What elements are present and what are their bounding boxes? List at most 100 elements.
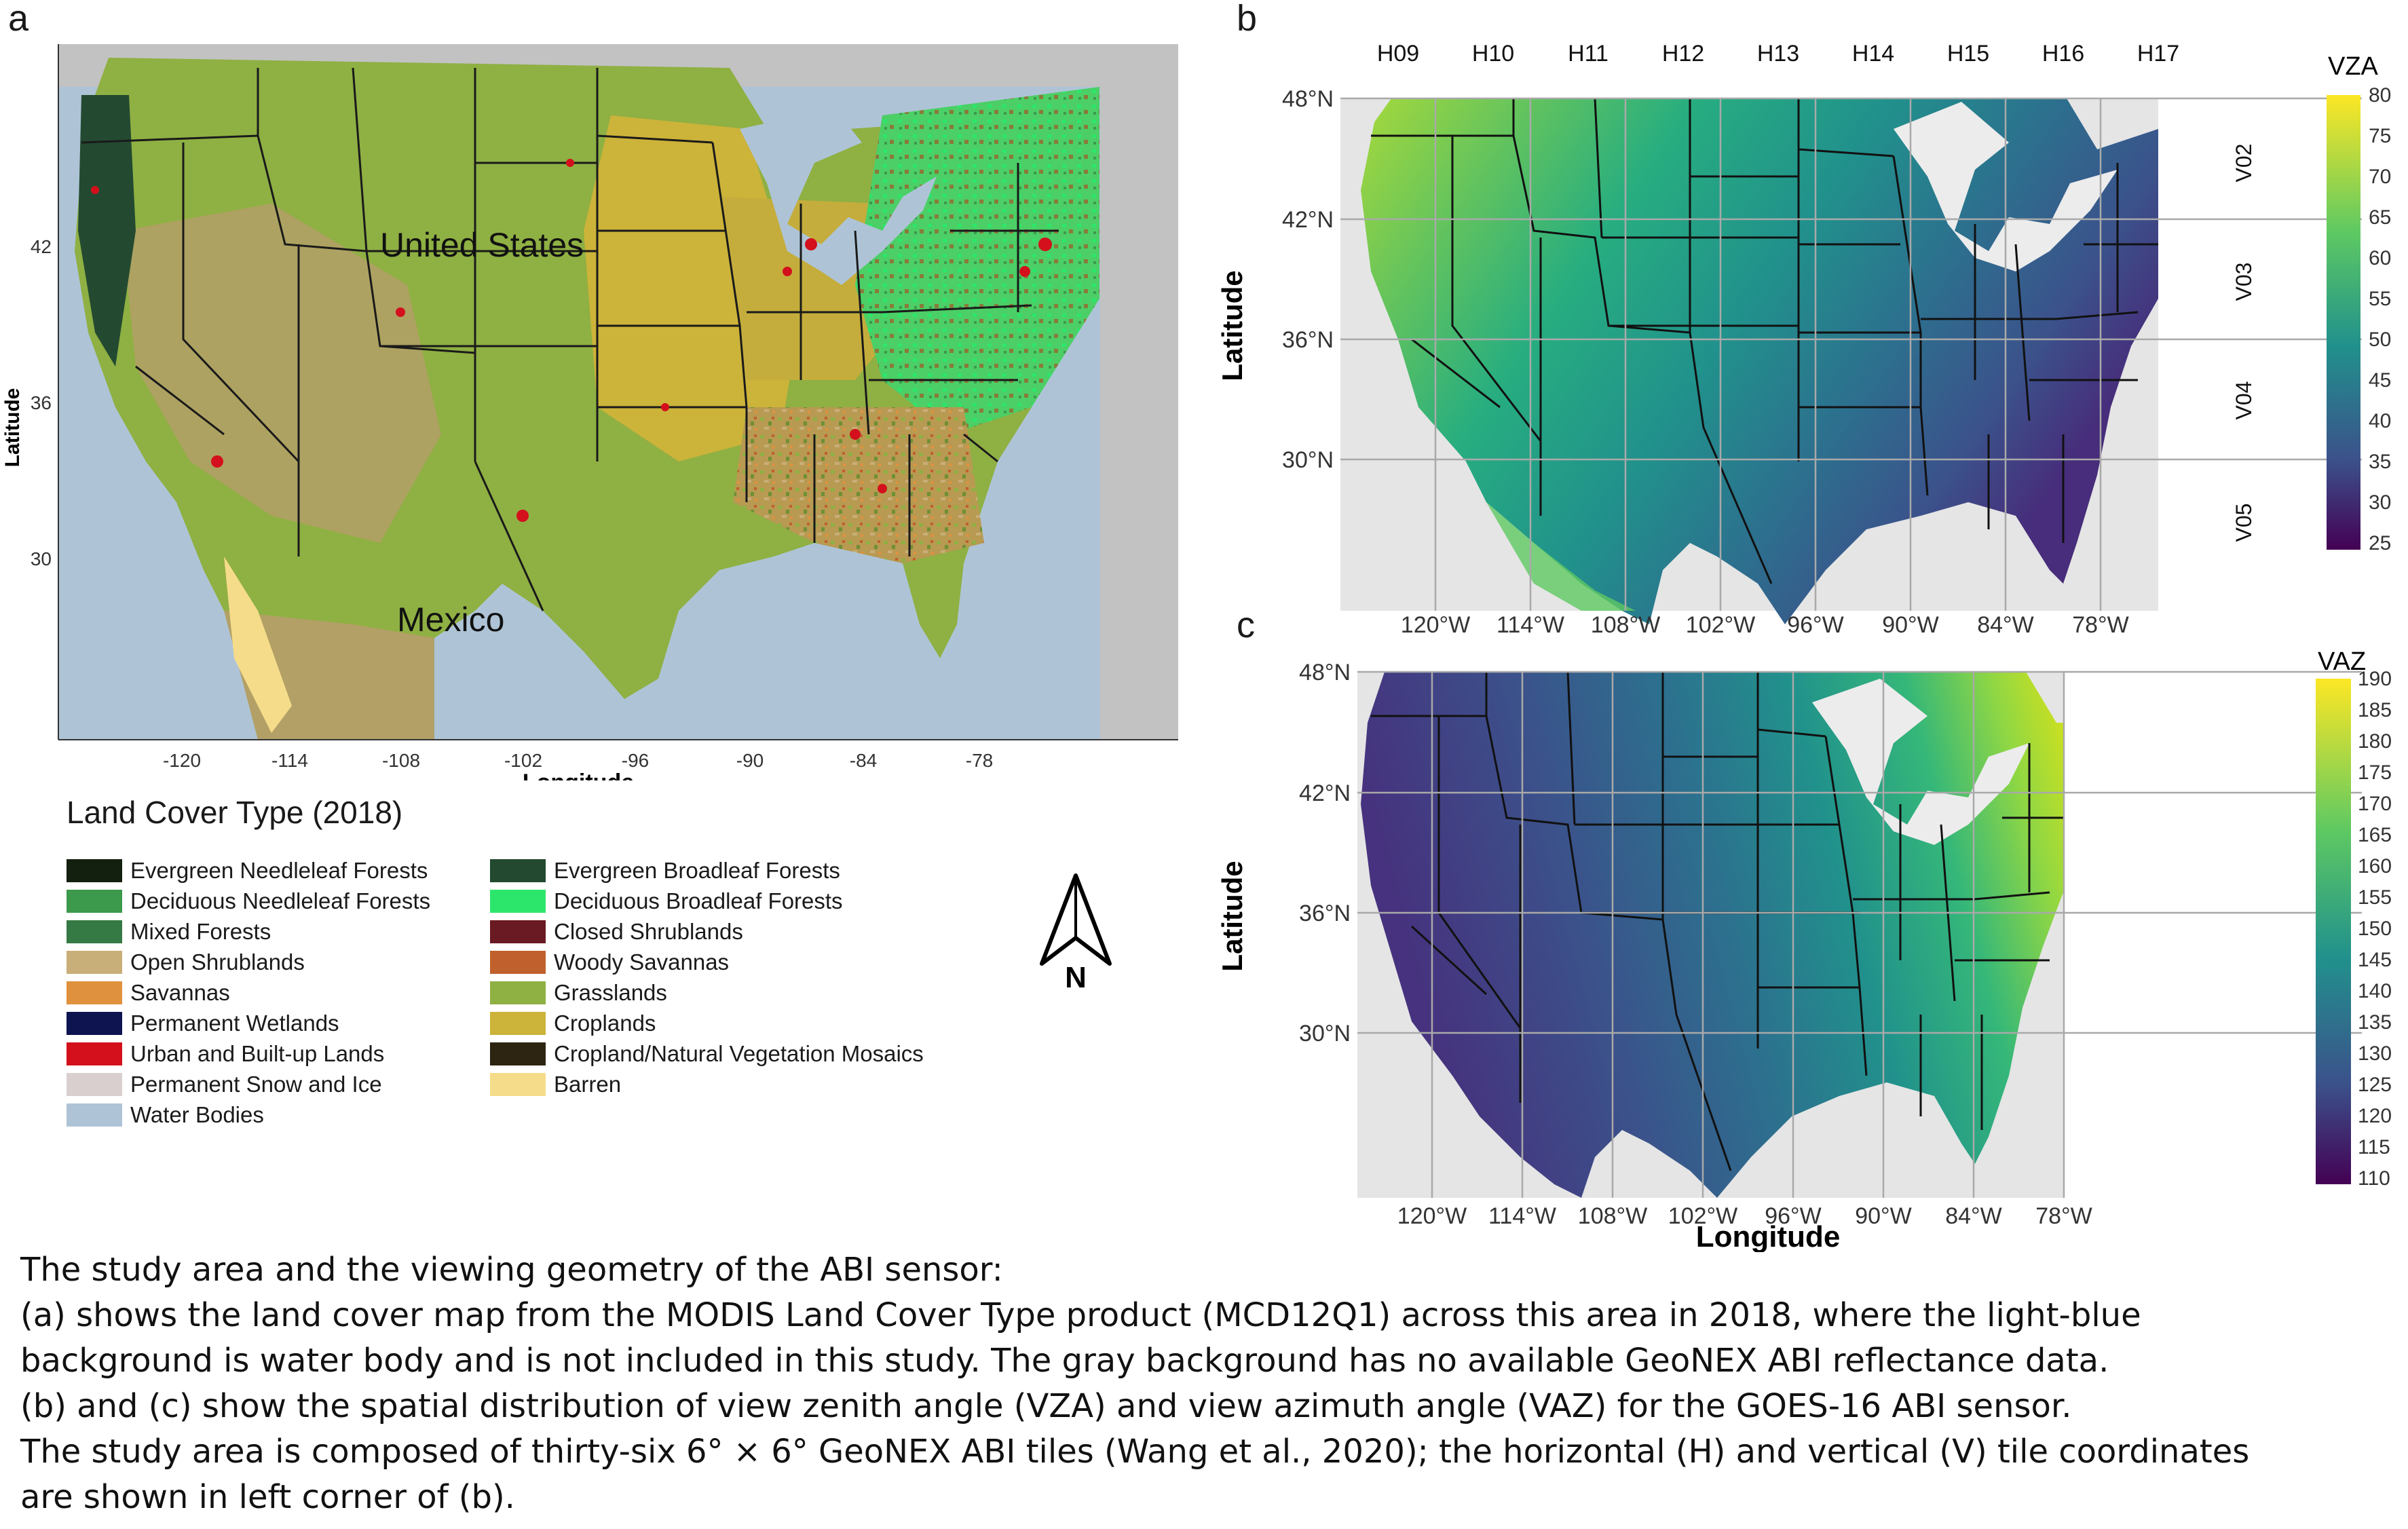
lat-tick: 42°N: [1299, 780, 1351, 806]
legend-swatch: [67, 981, 122, 1004]
legend-label: Evergreen Broadleaf Forests: [554, 858, 840, 883]
lat-tick: 48°N: [1299, 660, 1351, 685]
caption-line: The study area is composed of thirty-six…: [20, 1433, 2250, 1471]
h-tile: H09: [1377, 41, 1419, 67]
lon-tick: 96°W: [1787, 612, 1844, 638]
cb-tick: 70: [2369, 166, 2391, 188]
land-cover-map: United States Mexico 42 36 30 -120 -114 …: [1, 44, 1178, 780]
legend-item: Savannas: [67, 979, 230, 1007]
lat-tick: 36°N: [1282, 327, 1334, 353]
colorbar-vaz: [2316, 679, 2351, 1184]
legend-item: Urban and Built-up Lands: [67, 1040, 384, 1068]
legend-item: Mixed Forests: [67, 918, 271, 946]
cb-tick: 60: [2369, 247, 2391, 269]
cb-tick: 35: [2369, 451, 2391, 473]
lon-tick: 84°W: [1977, 612, 2034, 638]
lon-tick: -78: [966, 750, 993, 771]
legend-label: Closed Shrublands: [554, 919, 743, 944]
lat-tick: 36: [31, 392, 52, 413]
lon-tick: 102°W: [1668, 1203, 1737, 1229]
vza-conus-surface: [1361, 98, 2158, 624]
cb-tick: 120: [2358, 1105, 2392, 1127]
legend-swatch: [67, 1073, 122, 1096]
cb-tick: 175: [2358, 761, 2392, 784]
colorbar-title-vza: VZA: [2328, 52, 2379, 81]
colorbar-vza-ticks: 80 75 70 65 60 55 50 45 40 35 30 25: [2369, 84, 2391, 554]
cb-tick: 115: [2358, 1136, 2390, 1158]
legend-label: Cropland/Natural Vegetation Mosaics: [554, 1041, 924, 1066]
legend-label: Woody Savannas: [554, 949, 730, 975]
urban-spots: [91, 159, 1052, 522]
legend-item: Evergreen Needleleaf Forests: [67, 856, 428, 885]
lon-tick: -114: [271, 750, 308, 771]
h-tile: H14: [1852, 41, 1894, 67]
lon-tick: 96°W: [1765, 1203, 1822, 1229]
lat-ticks-a: 42 36 30: [31, 236, 52, 569]
h-tile: H10: [1472, 41, 1514, 67]
cb-tick: 180: [2358, 730, 2392, 753]
xlabel-c: Longitude: [1696, 1220, 1841, 1252]
h-tile: H16: [2042, 41, 2084, 67]
v-tile: V02: [2232, 144, 2256, 183]
lon-tick: -102: [504, 750, 542, 771]
legend-label: Savannas: [130, 980, 230, 1005]
cb-tick: 40: [2369, 410, 2391, 432]
legend-label: Evergreen Needleleaf Forests: [130, 858, 428, 883]
figure-caption: The study area and the viewing geometry …: [20, 1247, 2396, 1520]
west-shrublands: [122, 204, 441, 543]
lon-tick: 78°W: [2035, 1203, 2092, 1229]
legend-item: Grasslands: [490, 979, 667, 1007]
legend-swatch: [490, 1073, 546, 1096]
caption-line: (b) and (c) show the spatial distributio…: [20, 1387, 2072, 1425]
cb-tick: 30: [2369, 491, 2391, 514]
cb-tick: 150: [2358, 918, 2392, 940]
vza-great-lakes: [1894, 102, 2118, 271]
cb-tick: 165: [2358, 824, 2392, 846]
caption-line: background is water body and is not incl…: [20, 1342, 2109, 1380]
legend-item: Woody Savannas: [490, 948, 729, 977]
lon-tick: 102°W: [1686, 612, 1755, 638]
southeast-mosaic: [733, 407, 984, 563]
legend-swatch: [490, 920, 546, 943]
cb-tick: 55: [2369, 288, 2391, 310]
lon-tick: 90°W: [1855, 1203, 1912, 1229]
vaz-great-lakes: [1812, 679, 2029, 845]
legend-swatch: [67, 1042, 122, 1065]
cb-tick: 110: [2358, 1167, 2390, 1190]
cb-tick: 75: [2369, 125, 2391, 147]
cb-tick: 130: [2358, 1042, 2392, 1065]
legend-label: Permanent Snow and Ice: [130, 1072, 382, 1097]
legend-label: Deciduous Broadleaf Forests: [554, 888, 843, 913]
cb-tick: 25: [2369, 532, 2391, 554]
lon-tick: 78°W: [2072, 612, 2129, 638]
cb-tick: 140: [2358, 980, 2392, 1002]
east-forests: [855, 87, 1099, 434]
v-tile-labels: V02 V03 V04 V05: [2232, 144, 2256, 542]
vaz-conus-surface: [1361, 672, 2063, 1198]
lon-tick: 120°W: [1397, 1203, 1467, 1229]
cb-tick: 170: [2358, 793, 2392, 815]
legend-swatch: [67, 890, 122, 913]
legend-swatch: [67, 1103, 122, 1127]
caption-line: are shown in left corner of (b).: [20, 1478, 515, 1516]
north-arrow-label: N: [1065, 961, 1087, 994]
cb-tick: 80: [2369, 84, 2391, 107]
lon-tick: 90°W: [1882, 612, 1939, 638]
panel-letter-a: a: [8, 0, 29, 39]
baja-peninsula: [224, 556, 292, 733]
h-tile: H11: [1568, 41, 1609, 67]
legend-label: Urban and Built-up Lands: [130, 1041, 385, 1066]
caption-line: (a) shows the land cover map from the MO…: [20, 1296, 2141, 1334]
ylabel-a: Latitude: [1, 388, 24, 468]
legend-label: Barren: [554, 1072, 622, 1097]
caption-line: The study area and the viewing geometry …: [20, 1251, 1003, 1289]
h-tile: H17: [2137, 41, 2179, 67]
v-tile: V05: [2232, 504, 2256, 542]
lat-ticks-c: 48°N 42°N 36°N 30°N: [1299, 660, 1351, 1046]
vza-map: H09 H10 H11 H12 H13 H14 H15 H16 H17 V02 …: [1216, 41, 2391, 638]
legend-item: Closed Shrublands: [490, 918, 743, 946]
legend-swatch: [490, 951, 546, 974]
vaz-gridlines: [1357, 671, 2362, 1198]
vza-gridlines: [1340, 97, 2362, 611]
legend-swatch: [490, 1012, 546, 1035]
